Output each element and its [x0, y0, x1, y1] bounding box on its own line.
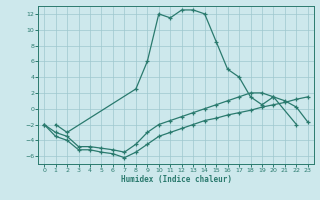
X-axis label: Humidex (Indice chaleur): Humidex (Indice chaleur)	[121, 175, 231, 184]
